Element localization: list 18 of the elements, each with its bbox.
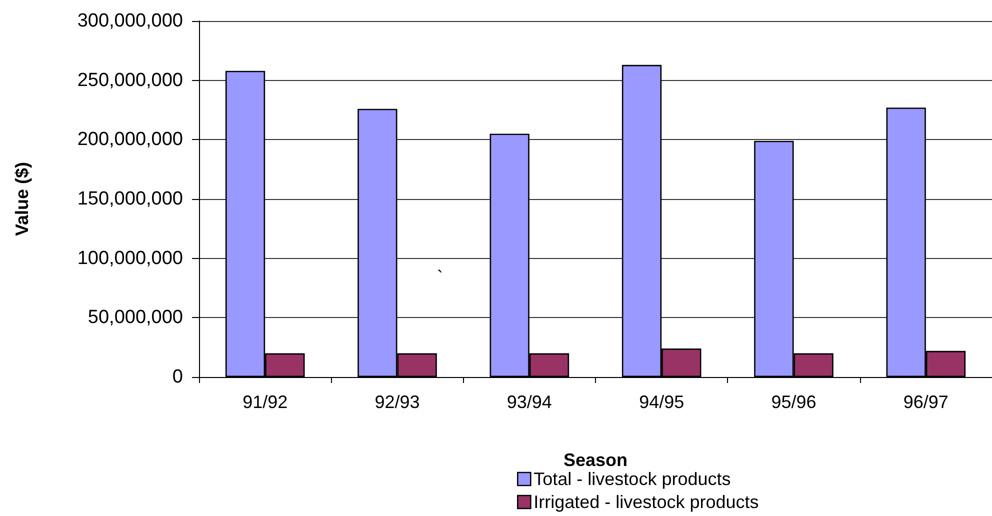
y-tick-label: 200,000,000 (77, 129, 183, 150)
x-tick-label: 94/95 (639, 392, 684, 412)
y-axis-title: Value ($) (12, 162, 32, 236)
annotation: ` (437, 267, 443, 287)
x-tick-label: 93/94 (506, 392, 552, 412)
x-tick-label: 95/96 (771, 392, 816, 412)
x-axis-title: Season (563, 450, 628, 470)
y-tick-label: 250,000,000 (77, 70, 183, 91)
y-tick-label: 0 (172, 366, 183, 388)
legend-label: Irrigated - livestock products (534, 492, 759, 512)
x-tick-label: 91/92 (242, 392, 288, 412)
x-tick-label: 96/97 (903, 392, 948, 412)
y-tick-label: 100,000,000 (77, 248, 183, 269)
y-tick-label: 50,000,000 (88, 307, 183, 328)
y-tick-label: 150,000,000 (77, 188, 183, 210)
x-tick-label: 92/93 (374, 392, 420, 412)
legend-label: Total - livestock products (534, 469, 731, 489)
y-tick-label: 300,000,000 (77, 10, 183, 32)
